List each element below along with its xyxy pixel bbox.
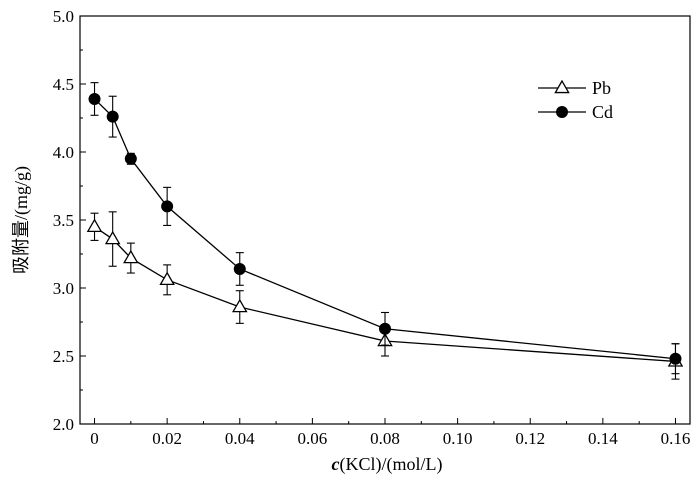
series-cd [88, 82, 682, 375]
y-axis-title: 吸附量/(mg/g) [11, 166, 32, 274]
data-point [159, 271, 175, 286]
data-point [669, 352, 682, 365]
data-point [123, 249, 139, 264]
x-tick-labels: 0 0.02 0.04 0.06 0.08 0.10 0.12 0.14 0.16 [90, 429, 690, 448]
x-tick-label: 0 [90, 429, 99, 448]
legend-item-pb: Pb [538, 78, 611, 98]
plot-frame [79, 15, 691, 425]
y-tick-label: 3.5 [53, 211, 74, 230]
data-point [124, 152, 137, 165]
x-tick-label: 0.02 [152, 429, 182, 448]
data-point [88, 92, 101, 105]
data-point [379, 322, 391, 335]
x-tick-label: 0.14 [588, 429, 618, 448]
x-tick-label: 0.04 [225, 429, 255, 448]
x-axis-title: c(KCl)/(mol/L) [332, 454, 443, 475]
axis-ticks [80, 15, 676, 425]
legend-marker [556, 106, 568, 118]
x-axis-unit: (KCl)/(mol/L) [340, 454, 443, 475]
series-pb [86, 211, 684, 380]
data-point [104, 230, 121, 245]
x-tick-label: 0.08 [370, 429, 400, 448]
legend-label: Pb [592, 78, 611, 98]
series-layer [86, 82, 684, 380]
legend-marker [554, 79, 570, 94]
data-point [86, 218, 103, 233]
data-point [233, 262, 246, 275]
y-tick-label: 2.5 [53, 347, 74, 366]
data-point [161, 200, 174, 213]
data-point [106, 110, 119, 123]
y-tick-label: 2.0 [53, 415, 74, 434]
x-tick-label: 0.10 [443, 429, 473, 448]
legend-label: Cd [592, 102, 613, 122]
legend: Pb Cd [538, 78, 613, 122]
x-tick-label: 0.12 [515, 429, 545, 448]
y-tick-labels: 2.0 2.5 3.0 3.5 4.0 4.5 5.0 [53, 7, 74, 434]
x-tick-label: 0.16 [661, 429, 691, 448]
y-tick-label: 4.5 [53, 75, 74, 94]
legend-item-cd: Cd [538, 102, 613, 122]
y-tick-label: 4.0 [53, 143, 74, 162]
x-tick-label: 0.06 [298, 429, 328, 448]
y-tick-label: 5.0 [53, 7, 74, 26]
y-tick-label: 3.0 [53, 279, 74, 298]
x-axis-symbol: c [332, 454, 340, 474]
data-point [231, 298, 248, 313]
